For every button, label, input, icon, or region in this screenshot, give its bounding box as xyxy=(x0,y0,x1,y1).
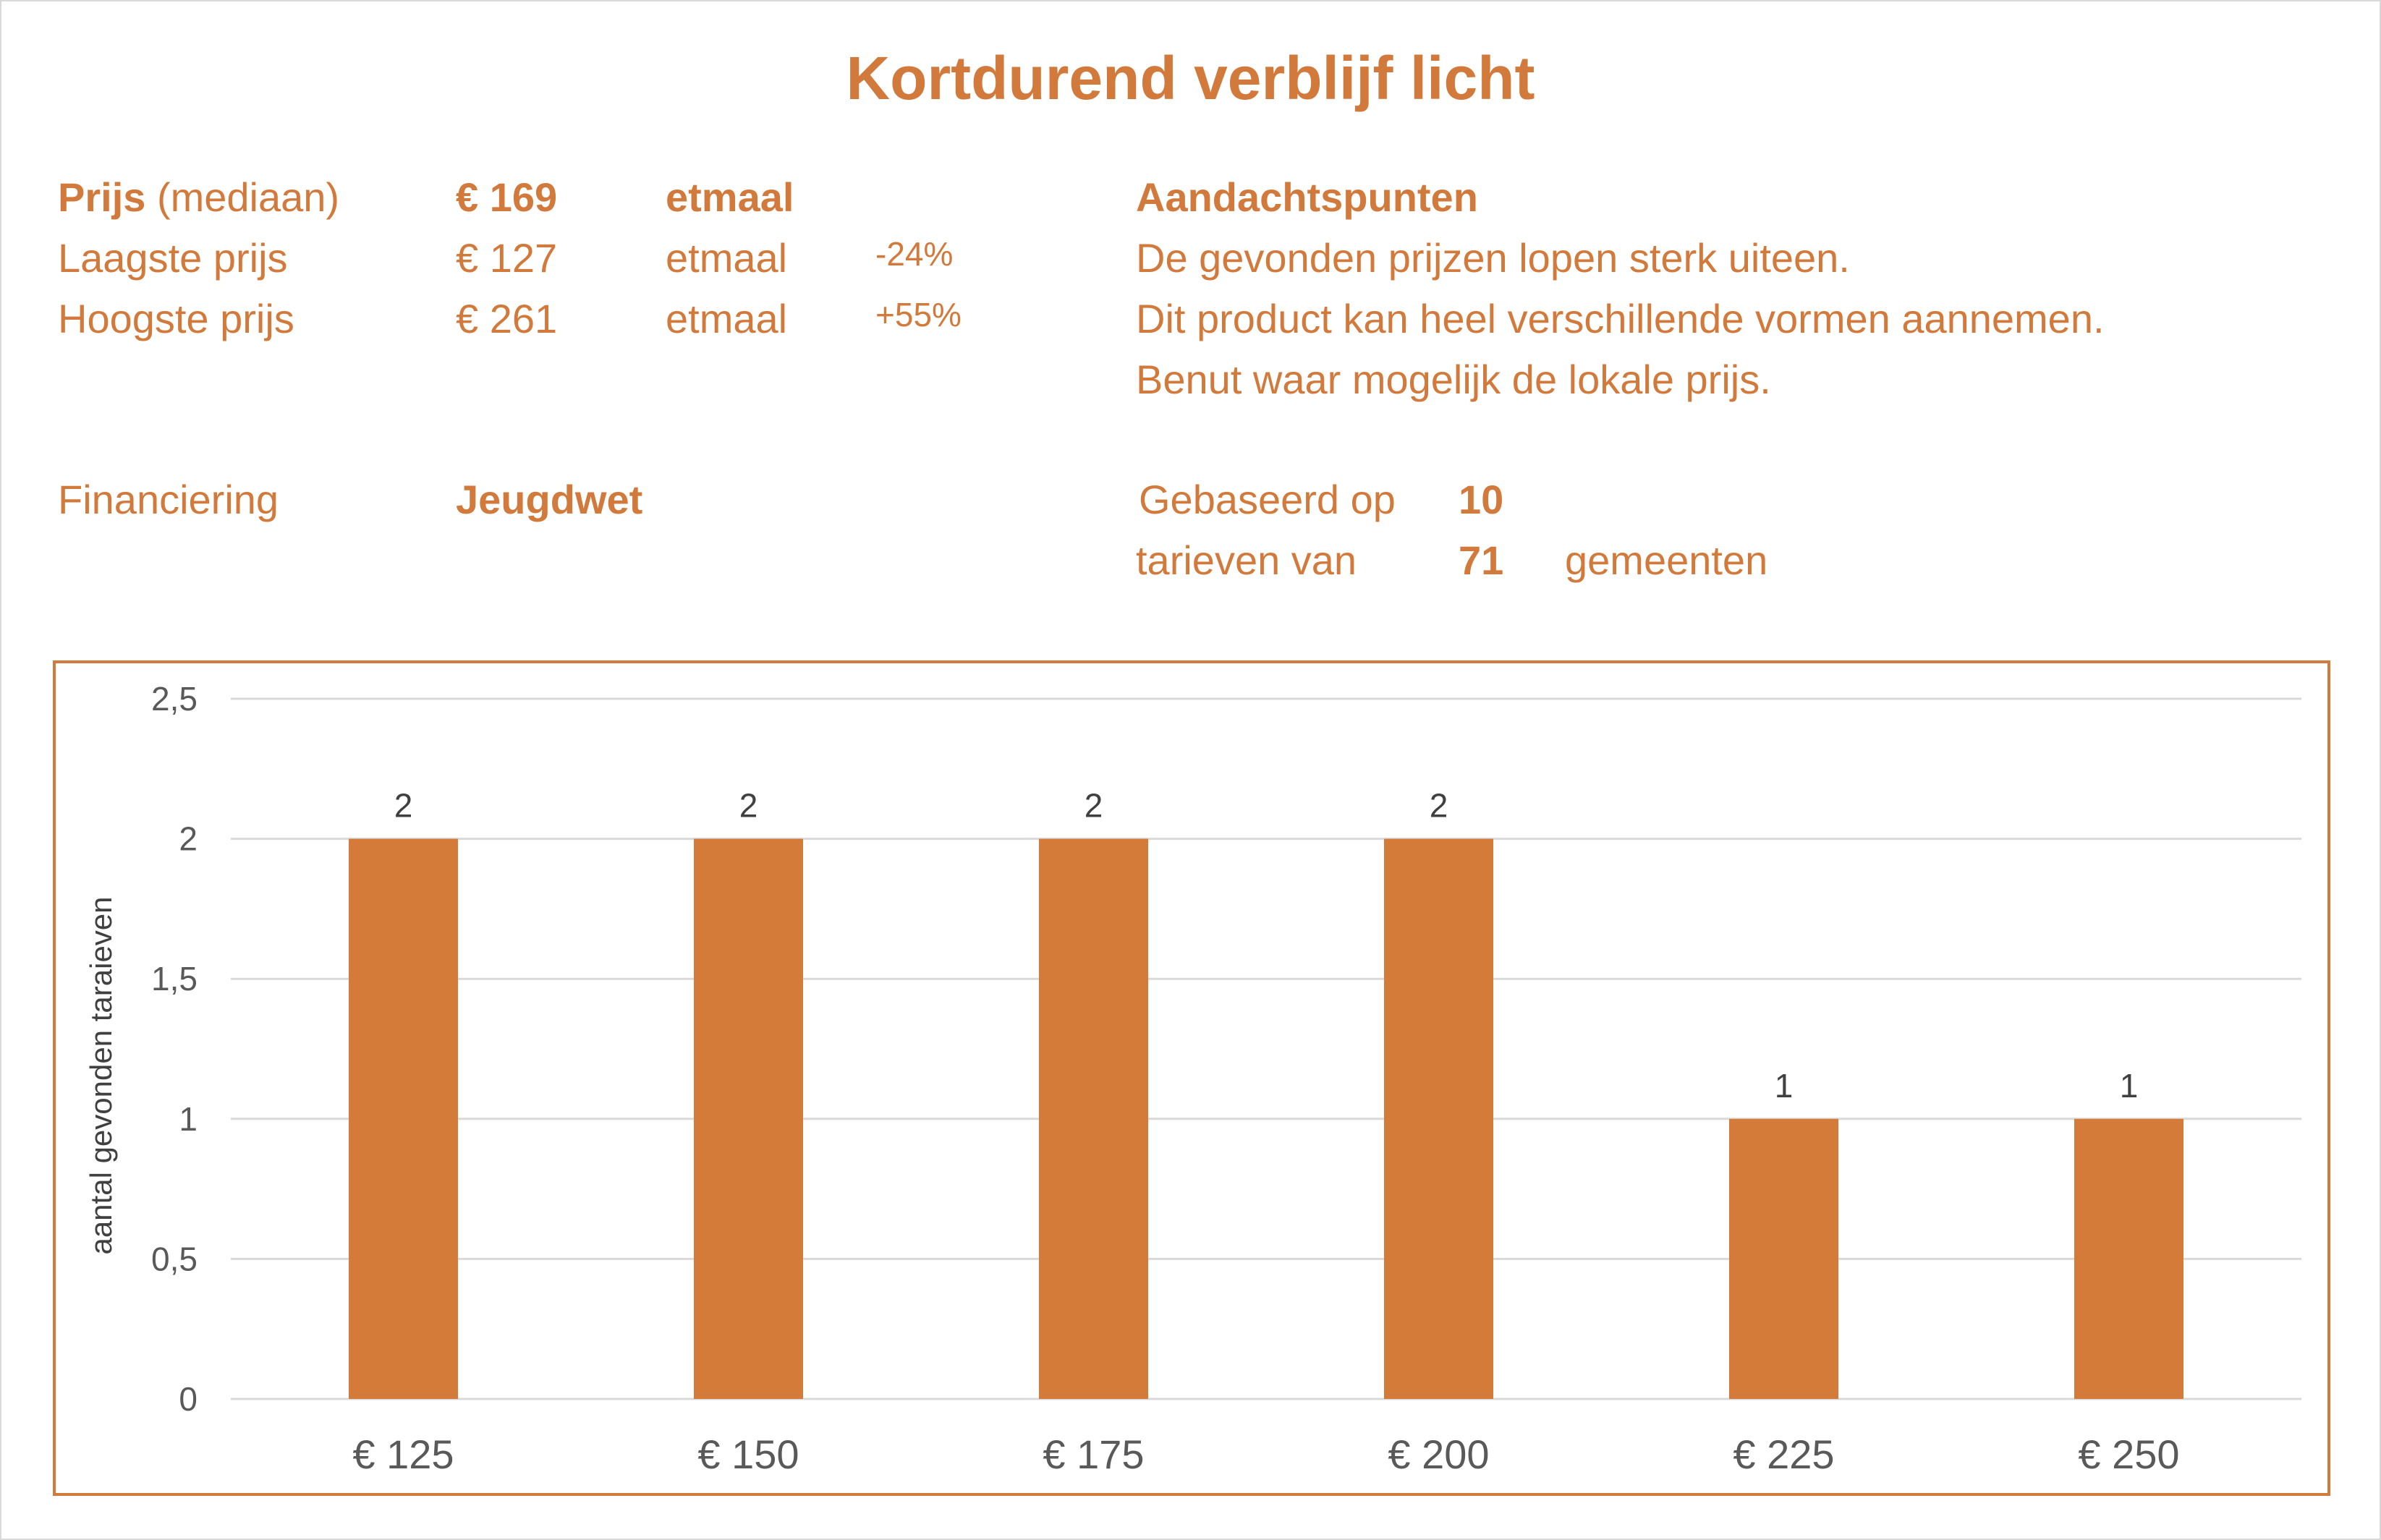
financing-value: Jeugdwet xyxy=(456,477,643,522)
bar xyxy=(349,838,458,1399)
y-tick-label: 0 xyxy=(179,1380,198,1418)
bar xyxy=(694,838,803,1399)
bar xyxy=(1384,838,1493,1399)
y-tick-label: 1 xyxy=(179,1100,198,1138)
data-label: 1 xyxy=(1775,1067,1794,1105)
note-line: De gevonden prijzen lopen sterk uiteen. xyxy=(1136,235,1850,281)
basis-label: gemeenten xyxy=(1565,537,1768,583)
notes-heading: Aandachtspunten xyxy=(1136,174,1478,220)
x-tick-label: € 175 xyxy=(1043,1431,1144,1477)
lowest-value: € 127 xyxy=(456,235,558,281)
bar xyxy=(1039,838,1148,1399)
data-label: 2 xyxy=(1430,787,1448,825)
y-axis-label: aantal gevonden taraieven xyxy=(84,896,118,1254)
note-line: Dit product kan heel verschillende vorme… xyxy=(1136,296,2105,341)
x-tick-label: € 200 xyxy=(1388,1431,1489,1477)
chart-container xyxy=(53,660,2330,1496)
y-tick-label: 2,5 xyxy=(151,680,198,718)
x-tick-label: € 125 xyxy=(352,1431,454,1477)
highest-diff: +55% xyxy=(875,296,962,333)
median-label-bold: Prijs xyxy=(58,174,146,220)
lowest-label: Laagste prijs xyxy=(58,235,288,281)
data-label: 2 xyxy=(394,787,413,825)
basis-label: Gebaseerd op xyxy=(1139,477,1396,522)
lowest-unit: etmaal xyxy=(666,235,788,281)
basis-count-rates: 10 xyxy=(1459,477,1504,522)
y-tick-label: 2 xyxy=(179,820,198,858)
highest-value: € 261 xyxy=(456,296,558,341)
median-unit: etmaal xyxy=(666,174,794,220)
financing-label: Financiering xyxy=(58,477,279,522)
note-line: Benut waar mogelijk de lokale prijs. xyxy=(1136,357,1771,402)
median-label-rest: (mediaan) xyxy=(156,174,340,220)
data-label: 1 xyxy=(2120,1067,2139,1105)
bar xyxy=(1729,1118,1838,1399)
y-tick-label: 0,5 xyxy=(151,1240,198,1277)
median-value: € 169 xyxy=(456,174,558,220)
median-label: Prijs (mediaan) xyxy=(58,177,339,218)
page-title: Kortdurend verblijf licht xyxy=(846,44,1535,112)
basis-label: tarieven van xyxy=(1136,537,1357,583)
lowest-diff: -24% xyxy=(875,235,954,273)
basis-count-municipalities: 71 xyxy=(1459,537,1504,583)
data-label: 2 xyxy=(1085,787,1103,825)
x-tick-label: € 250 xyxy=(2078,1431,2179,1477)
data-label: 2 xyxy=(739,787,758,825)
x-tick-label: € 225 xyxy=(1733,1431,1834,1477)
bar xyxy=(2074,1118,2183,1399)
x-tick-label: € 150 xyxy=(697,1431,799,1477)
highest-label: Hoogste prijs xyxy=(58,296,294,341)
y-tick-label: 1,5 xyxy=(151,960,198,997)
highest-unit: etmaal xyxy=(666,296,788,341)
